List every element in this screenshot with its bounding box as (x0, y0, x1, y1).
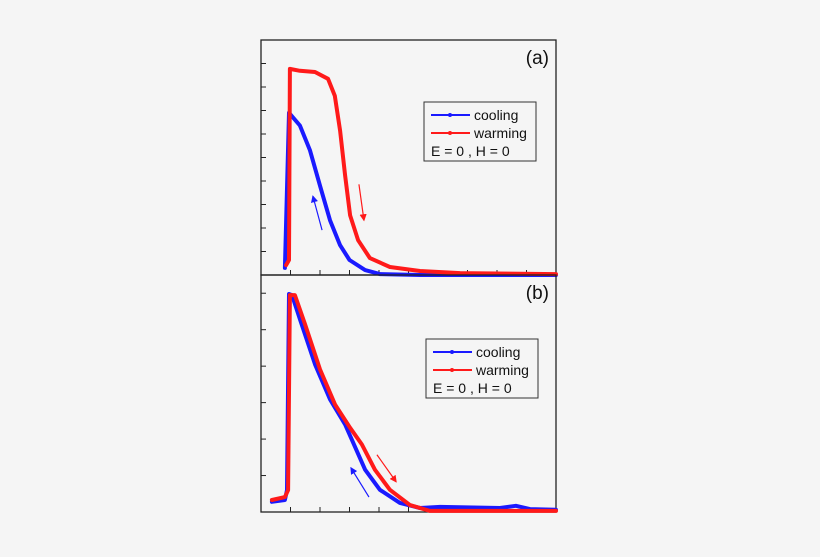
direction-arrow (358, 184, 367, 222)
legend-marker (450, 350, 454, 354)
legend-box (423, 101, 537, 162)
series-cooling (269, 292, 558, 512)
panel-a: (a) cooling warming E = 0 , H = 0 (260, 39, 558, 277)
series-cooling (282, 110, 558, 277)
legend-label: warming (473, 125, 527, 141)
direction-arrow (376, 454, 397, 483)
legend-marker (448, 113, 452, 117)
legend-note: E = 0 , H = 0 (433, 380, 512, 396)
legend-marker (448, 131, 452, 135)
legend: cooling warming E = 0 , H = 0 (425, 338, 539, 399)
direction-arrow (311, 195, 323, 231)
legend-marker (450, 368, 454, 372)
panel-label: (b) (526, 283, 549, 304)
series-warming (284, 66, 558, 277)
legend-note: E = 0 , H = 0 (431, 143, 510, 159)
series-warming (269, 293, 558, 513)
panel-b: (b) cooling warming E = 0 , H = 0 (260, 274, 558, 513)
legend-label: cooling (474, 107, 518, 123)
legend-label: cooling (476, 344, 520, 360)
direction-arrow (350, 466, 370, 498)
legend-box (425, 338, 539, 399)
legend: cooling warming E = 0 , H = 0 (423, 101, 537, 162)
legend-label: warming (475, 362, 529, 378)
panel-label: (a) (526, 48, 549, 69)
